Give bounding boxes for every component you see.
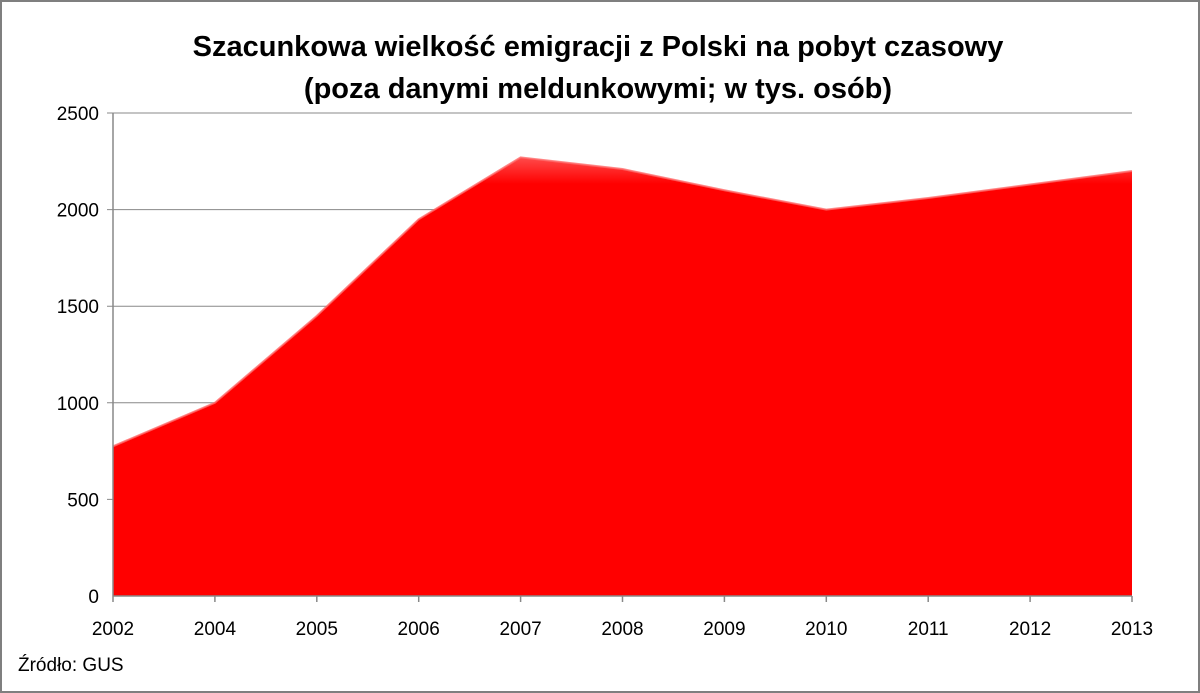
chart-title-block: Szacunkowa wielkość emigracji z Polski n… <box>0 26 1196 110</box>
x-tick-label: 2009 <box>703 619 745 640</box>
chart-subtitle: (poza danymi meldunkowymi; w tys. osób) <box>303 73 893 105</box>
x-tick-label: 2013 <box>1111 619 1153 640</box>
x-tick-label: 2012 <box>1009 619 1051 640</box>
x-tick-label: 2004 <box>194 619 237 640</box>
y-tick-labels: 0 500 1000 1500 2000 2500 <box>57 104 99 608</box>
x-tick-label: 2007 <box>499 619 541 640</box>
x-tick-label: 2008 <box>601 619 643 640</box>
x-tick-labels: 2002 2004 2005 2006 2007 2008 2009 2010 2011 2012… <box>92 619 1153 640</box>
y-tick-label: 1500 <box>57 297 99 318</box>
y-tick-label: 2000 <box>57 201 99 222</box>
y-tick-label: 0 <box>88 587 99 608</box>
y-tick-label: 1000 <box>57 394 99 415</box>
x-tick-label: 2010 <box>805 619 847 640</box>
chart-title: Szacunkowa wielkość emigracji z Polski n… <box>192 31 1004 63</box>
x-tick-label: 2006 <box>398 619 440 640</box>
x-tick-label: 2005 <box>296 619 338 640</box>
source-note: Źródło: GUS <box>18 655 124 676</box>
area-series <box>113 157 1132 596</box>
series-layer <box>112 156 1133 596</box>
y-tick-label: 500 <box>67 490 99 511</box>
axes <box>112 113 1133 602</box>
x-tick-label: 2002 <box>92 619 134 640</box>
x-tick-label: 2011 <box>908 619 949 640</box>
area-edge-line <box>112 156 1133 448</box>
y-tick-label: 2500 <box>57 104 99 125</box>
